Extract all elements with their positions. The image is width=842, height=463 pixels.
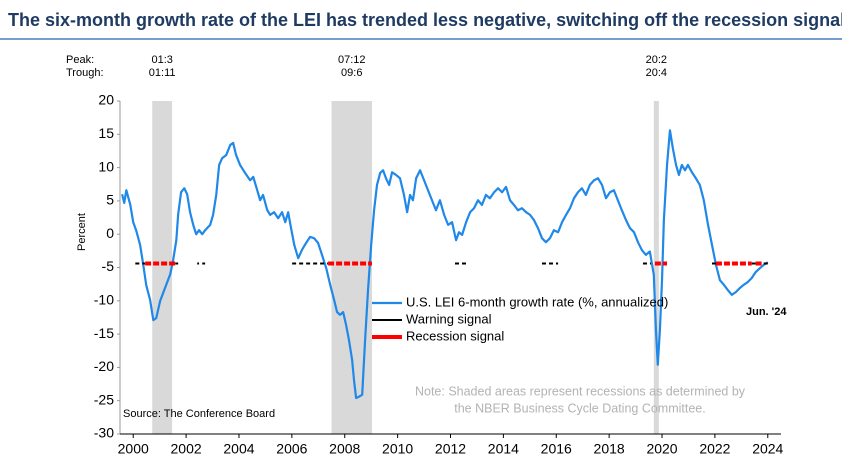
y-tick-label: -20 [94,358,114,374]
x-tick-label: 2000 [118,441,149,457]
source: Source: The Conference Board [123,408,275,420]
trough-label: Trough: [66,67,104,79]
last-label: Jun. '24 [746,306,787,318]
x-tick-label: 2018 [594,441,625,457]
note: the NBER Business Cycle Dating Committee… [454,401,705,415]
note: Note: Shaded areas represent recessions … [415,384,746,398]
legend-label: Recession signal [406,328,504,343]
x-tick-label: 2004 [223,441,254,457]
trough-date: 20:4 [646,67,667,79]
x-tick-label: 2012 [435,441,466,457]
y-tick-label: -15 [94,325,114,341]
chart-title: The six-month growth rate of the LEI has… [8,10,842,30]
x-tick-label: 2024 [752,441,783,457]
x-tick-label: 2014 [488,441,519,457]
peak-label: Peak: [66,54,94,66]
x-tick-label: 2016 [541,441,572,457]
y-tick-label: -5 [102,258,115,274]
y-tick-label: -30 [94,425,114,441]
legend-label: U.S. LEI 6-month growth rate (%, annuali… [406,294,668,309]
legend-label: Warning signal [406,311,492,326]
x-tick-label: 2006 [276,441,307,457]
y-tick-label: 0 [106,225,114,241]
peak-date: 01:3 [151,54,172,66]
y-tick-label: 10 [98,158,114,174]
x-tick-label: 2010 [382,441,413,457]
lei-line [121,129,769,400]
trough-date: 01:11 [149,67,176,79]
x-tick-label: 2002 [171,441,202,457]
x-tick-label: 2022 [699,441,730,457]
recession-shade [653,101,659,434]
trough-date: 09:6 [341,67,362,79]
y-tick-label: 20 [98,92,114,108]
recession-shade [152,101,173,434]
y-tick-label: -25 [94,391,114,407]
y-tick-label: -10 [94,292,114,308]
recession-shade [331,101,372,434]
x-tick-label: 2008 [329,441,360,457]
y-tick-label: 5 [106,192,114,208]
y-tick-label: 15 [98,125,114,141]
y-axis-label: Percent [76,213,88,251]
x-tick-label: 2020 [646,441,677,457]
peak-date: 20:2 [646,54,667,66]
peak-date: 07:12 [338,54,366,66]
